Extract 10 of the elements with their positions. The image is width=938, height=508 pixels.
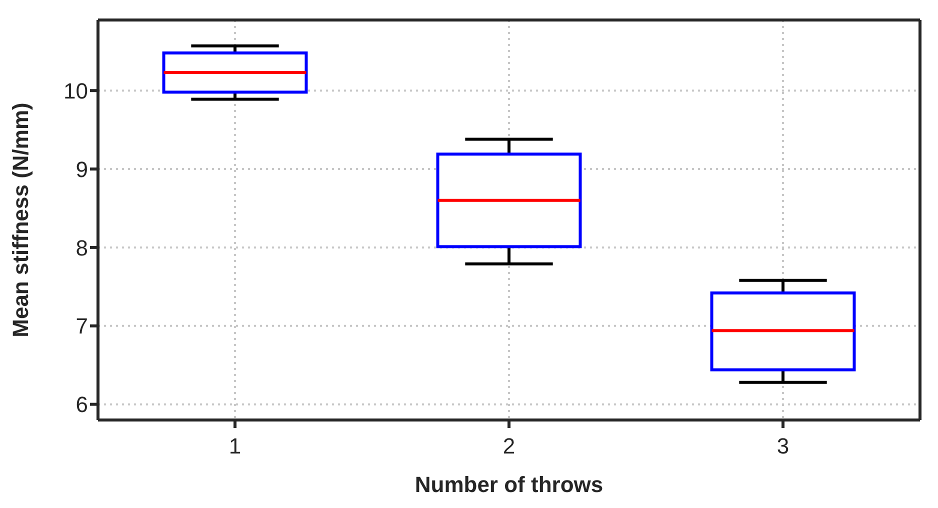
y-tick-label: 6 — [76, 392, 88, 418]
x-tick-label: 3 — [776, 434, 790, 459]
y-tick-label: 8 — [76, 235, 88, 260]
y-tick-label: 7 — [76, 314, 88, 339]
y-tick-label: 10 — [64, 78, 88, 104]
x-tick-label: 1 — [228, 434, 242, 459]
x-tick-label: 2 — [502, 434, 516, 459]
y-tick-label: 9 — [76, 156, 88, 182]
x-axis-title: Number of throws — [414, 472, 604, 497]
y-axis-title: Mean stiffness (N/mm) — [8, 102, 33, 338]
